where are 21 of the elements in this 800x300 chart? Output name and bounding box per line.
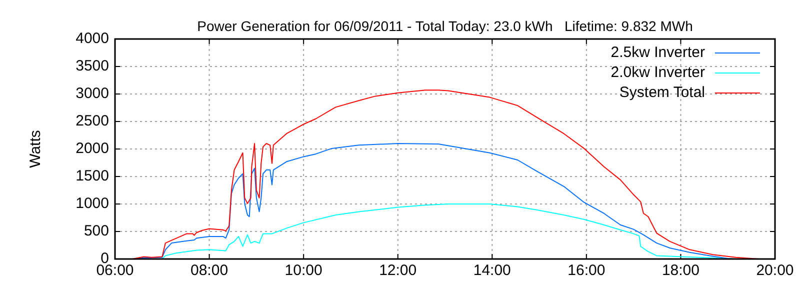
x-tick-label: 10:00 [284,262,322,279]
y-tick-label: 3500 [76,57,109,74]
y-tick-label: 1500 [76,167,109,184]
y-tick-label: 3000 [76,84,109,102]
x-tick-label: 06:00 [96,262,134,279]
x-tick-label: 14:00 [473,262,511,279]
chart-title: Power Generation for 06/09/2011 - Total Today: 23.0 kWh Lifetime: 9.832 MWh [197,18,693,34]
y-tick-label: 500 [84,222,109,240]
y-axis-title: Watts [27,130,44,168]
x-tick-label: 08:00 [190,262,228,279]
y-tick-label: 2000 [76,140,109,157]
legend-label: System Total [619,84,705,101]
y-tick-label: 2500 [76,112,109,130]
legend-label: 2.0kw Inverter [610,64,705,81]
y-tick-label: 4000 [76,30,109,47]
y-tick-label: 1000 [76,194,109,212]
legend-label: 2.5kw Inverter [610,44,705,61]
x-tick-label: 18:00 [662,262,700,279]
x-tick-label: 20:00 [756,262,794,279]
x-tick-label: 12:00 [379,262,417,279]
x-tick-label: 16:00 [568,262,606,279]
